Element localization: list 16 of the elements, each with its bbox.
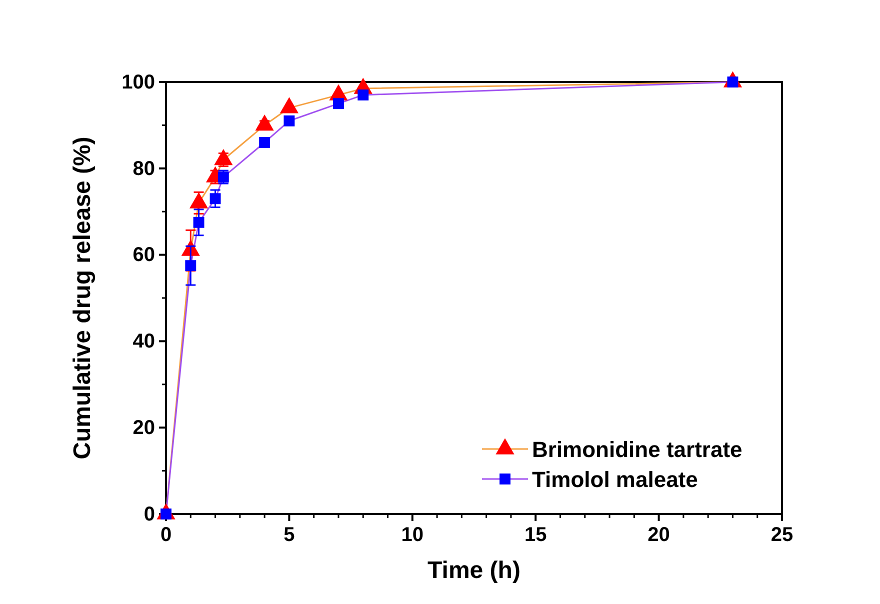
y-axis-title: Cumulative drug release (%) bbox=[69, 136, 96, 460]
x-axis-title: Time (h) bbox=[428, 557, 520, 584]
y-tick-label: 80 bbox=[132, 158, 155, 180]
y-tick-label: 60 bbox=[132, 244, 155, 266]
y-tick-label: 40 bbox=[132, 330, 155, 353]
x-tick-label: 0 bbox=[160, 524, 172, 546]
legend-label: Timolol maleate bbox=[532, 467, 698, 492]
x-tick-label: 5 bbox=[284, 524, 295, 546]
x-tick-label: 25 bbox=[770, 524, 794, 546]
y-tick-label: 100 bbox=[122, 71, 155, 94]
y-tick-label: 0 bbox=[144, 503, 155, 526]
legend-label: Brimonidine tartrate bbox=[532, 437, 742, 462]
x-tick-label: 10 bbox=[401, 524, 424, 546]
x-tick-label: 20 bbox=[648, 524, 670, 546]
y-tick-label: 20 bbox=[132, 417, 155, 439]
x-tick-label: 15 bbox=[524, 524, 547, 546]
